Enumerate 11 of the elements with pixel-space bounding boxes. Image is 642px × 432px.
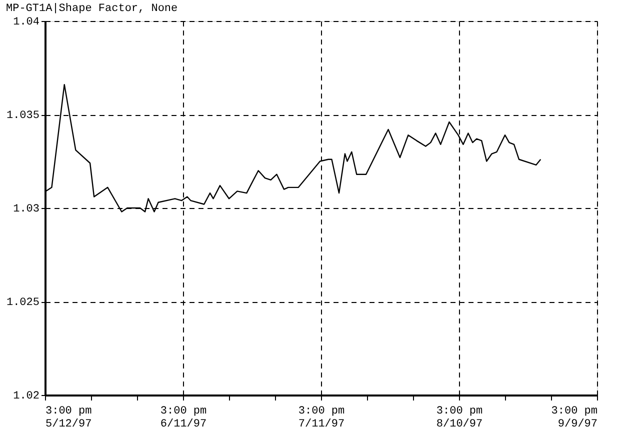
x-tick-label: 3:00 pm 5/12/97	[46, 406, 92, 430]
y-tick-label: 1.02	[13, 390, 40, 402]
x-tick-label: 3:00 pm 8/10/97	[436, 406, 483, 430]
y-tick-label: 1.025	[6, 297, 40, 309]
x-tick-label: 3:00 pm 7/11/97	[298, 406, 345, 430]
x-tick-label: 3:00 pm 6/11/97	[160, 406, 207, 430]
y-tick-label: 1.03	[13, 204, 40, 216]
x-tick-label: 3:00 pm 9/9/97	[551, 406, 598, 430]
chart-title: MP-GT1A|Shape Factor, None	[6, 3, 178, 15]
y-tick-label: 1.04	[13, 16, 40, 28]
y-tick-label: 1.035	[6, 110, 40, 122]
